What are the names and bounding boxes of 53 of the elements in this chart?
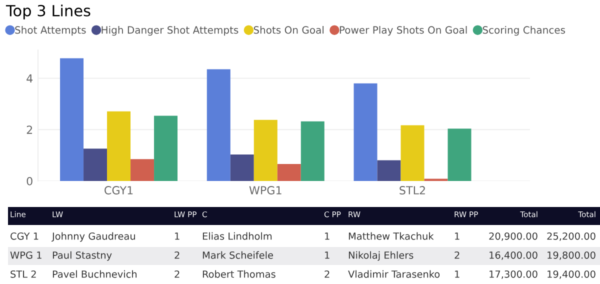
text: Vladimir Tarasenko	[348, 270, 440, 278]
legend-label: Shot Attempts	[15, 26, 86, 36]
legend-label: High Danger Shot Attempts	[102, 26, 238, 36]
x-tick-label: STL2	[400, 186, 425, 194]
text: 19,400.00	[548, 270, 596, 279]
text: 1	[325, 232, 330, 240]
y-tick-label: 4	[26, 74, 33, 82]
bar	[130, 159, 154, 181]
legend-label: Power Play Shots On Goal	[340, 26, 467, 36]
legend-label: Scoring Chances	[482, 26, 566, 36]
text: 19,800.00	[548, 251, 596, 260]
bar	[400, 125, 424, 181]
text: Matthew Tkachuk	[348, 232, 434, 240]
text: 1	[455, 232, 460, 240]
bar	[300, 121, 324, 181]
text: 17,300.00	[490, 270, 538, 279]
chart-title: Top 3 Lines	[6, 4, 90, 20]
text: 1	[175, 232, 180, 240]
text: STL 2	[10, 270, 36, 278]
text: CGY 1	[10, 232, 38, 240]
text: 2	[174, 251, 180, 259]
text: 2	[174, 270, 180, 278]
bar	[230, 154, 254, 181]
text: Elias Lindholm	[202, 232, 272, 240]
x-tick-label: WPG1	[249, 186, 282, 194]
bar	[60, 58, 84, 181]
text: 1	[325, 252, 330, 259]
x-tick-label: CGY1	[104, 186, 133, 194]
text: WPG 1	[10, 251, 42, 259]
bar	[254, 120, 278, 181]
bar	[448, 128, 472, 181]
bar	[277, 164, 301, 181]
text: 25,200.00	[547, 232, 596, 241]
legend-label: Shots On Goal	[254, 26, 324, 34]
y-tick-label: 2	[26, 126, 32, 134]
text: Paul Stastny	[52, 251, 112, 261]
text: 2	[454, 251, 460, 259]
bar	[354, 83, 378, 181]
text: Robert Thomas	[202, 270, 276, 278]
text: 16,400.00	[490, 251, 538, 260]
text: 2	[324, 270, 330, 278]
text: Johnny Gaudreau	[51, 232, 135, 242]
y-tick-label: 0	[26, 176, 32, 186]
text: 20,900.00	[489, 232, 538, 241]
text: Nikolaj Ehlers	[348, 251, 414, 261]
bar	[154, 116, 178, 181]
bar	[107, 111, 131, 181]
text: Mark Scheifele	[202, 251, 273, 259]
bar	[84, 148, 108, 181]
text: Pavel Buchnevich	[52, 270, 137, 278]
bar	[206, 69, 230, 181]
text: 1	[455, 270, 460, 278]
bar	[377, 160, 401, 181]
